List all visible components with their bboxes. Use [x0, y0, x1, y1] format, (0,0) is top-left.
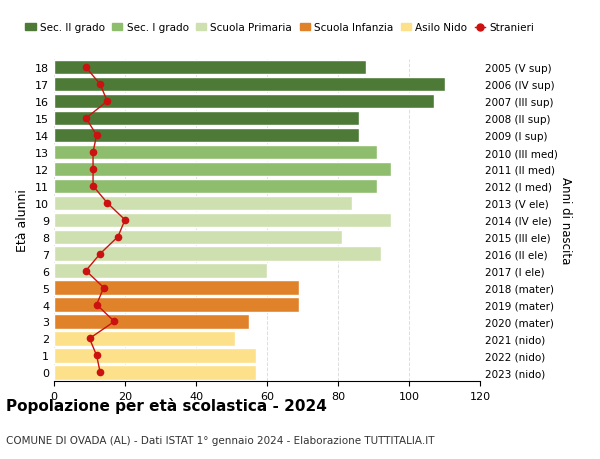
- Bar: [54, 298, 299, 312]
- Bar: [54, 281, 299, 295]
- Bar: [54, 264, 267, 278]
- Text: Popolazione per età scolastica - 2024: Popolazione per età scolastica - 2024: [6, 397, 327, 413]
- Bar: [54, 247, 380, 261]
- Bar: [54, 129, 359, 143]
- Bar: [54, 112, 359, 126]
- Bar: [54, 213, 391, 228]
- Legend: Sec. II grado, Sec. I grado, Scuola Primaria, Scuola Infanzia, Asilo Nido, Stran: Sec. II grado, Sec. I grado, Scuola Prim…: [25, 23, 534, 33]
- Bar: [54, 146, 377, 160]
- Bar: [54, 179, 377, 194]
- Bar: [54, 162, 391, 177]
- Bar: [54, 365, 256, 380]
- Bar: [54, 314, 249, 329]
- Bar: [54, 196, 352, 211]
- Bar: [54, 78, 445, 92]
- Text: COMUNE DI OVADA (AL) - Dati ISTAT 1° gennaio 2024 - Elaborazione TUTTITALIA.IT: COMUNE DI OVADA (AL) - Dati ISTAT 1° gen…: [6, 435, 434, 445]
- Bar: [54, 95, 434, 109]
- Bar: [54, 230, 341, 244]
- Bar: [54, 348, 256, 363]
- Bar: [54, 61, 367, 75]
- Y-axis label: Anni di nascita: Anni di nascita: [559, 177, 572, 264]
- Y-axis label: Età alunni: Età alunni: [16, 189, 29, 252]
- Bar: [54, 331, 235, 346]
